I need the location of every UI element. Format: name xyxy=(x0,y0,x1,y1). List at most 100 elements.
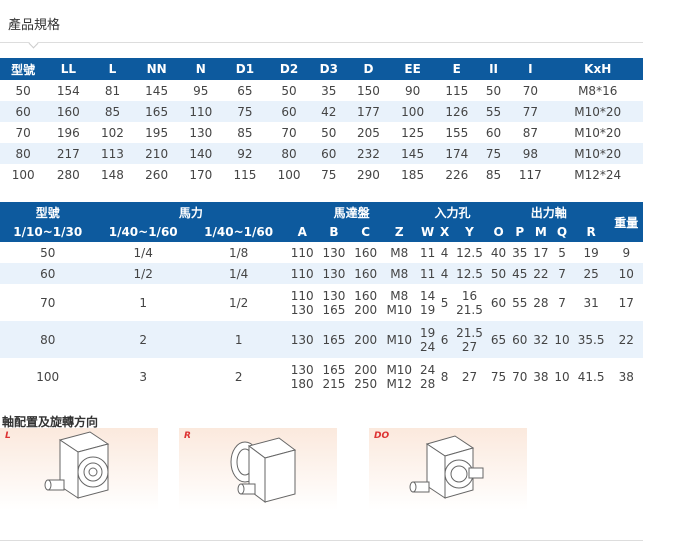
table1-header: I xyxy=(508,58,553,80)
table-cell: 50 xyxy=(485,83,502,98)
table-cell: M10 xyxy=(381,321,417,358)
table1-header: D2 xyxy=(266,58,312,80)
table-cell: M8 xyxy=(381,263,417,284)
shaft-config-panel-l: L xyxy=(0,428,158,510)
table-cell: 1/2 xyxy=(95,263,191,284)
table-cell: 38 xyxy=(618,369,634,384)
table2-subheader: C xyxy=(349,222,382,242)
table-cell: 115 xyxy=(233,167,257,182)
table-cell: M10*20 xyxy=(552,143,643,164)
table-cell: 1/8 xyxy=(228,245,249,260)
table-cell: 21.5 27 xyxy=(450,321,488,358)
table-cell: 55 xyxy=(478,101,509,122)
table-cell: 4 xyxy=(440,245,449,260)
table-cell: 160 xyxy=(354,245,378,260)
table-cell: 25 xyxy=(572,263,610,284)
table2-subheader: 1/10~1/30 xyxy=(0,222,96,242)
table-cell: 217 xyxy=(46,143,91,164)
table-cell: 100 xyxy=(390,101,435,122)
header-model: 型號 xyxy=(0,202,96,222)
table-cell: M8 M10 xyxy=(386,288,413,317)
table-cell: 7 xyxy=(558,295,566,310)
table-cell: 16 21.5 xyxy=(456,288,483,317)
table-cell: 90 xyxy=(404,83,421,98)
table-cell: 50 xyxy=(15,83,31,98)
table-cell: 290 xyxy=(357,167,380,182)
table-cell: 12.5 xyxy=(450,263,488,284)
table-cell: 35.5 xyxy=(572,321,610,358)
table-cell: 14 19 xyxy=(419,288,436,317)
table-cell: 150 xyxy=(357,83,380,98)
table-cell: 22 xyxy=(530,263,552,284)
table-cell: 155 xyxy=(445,125,469,140)
table-cell: 60 xyxy=(0,101,47,122)
table-cell: 75 xyxy=(478,143,509,164)
table-cell: 160 xyxy=(46,101,91,122)
table-cell: 6 xyxy=(438,321,451,358)
table-cell: 75 xyxy=(222,101,267,122)
table-cell: 2 xyxy=(95,321,191,358)
table-cell: 12.5 xyxy=(456,245,483,260)
table-cell: 38 xyxy=(533,369,549,384)
table-cell: 126 xyxy=(434,101,479,122)
table-cell: 174 xyxy=(434,143,479,164)
table-cell: 41.5 xyxy=(577,369,605,384)
table-cell: 125 xyxy=(401,125,425,140)
table-cell: 200 xyxy=(349,321,382,358)
table1-header: KxH xyxy=(552,58,643,80)
gearbox-do-icon xyxy=(409,435,484,499)
table-cell: 130 165 xyxy=(322,288,346,317)
table2-subheader: W xyxy=(417,222,439,242)
table-cell: 210 xyxy=(134,143,179,164)
header-output: 出力軸 xyxy=(487,202,610,222)
table-cell: 1/4 xyxy=(190,263,287,284)
page-title: 產品規格 xyxy=(8,18,61,33)
table1-header: LL xyxy=(46,58,91,80)
table-cell: 130 xyxy=(286,321,319,358)
table-row: 100 280 148 260 170 115 100 75 290 185 226 85 117 M12… xyxy=(0,164,643,185)
table-row: 70 196 102 195 130 85 70 50 205 125 155 60 87 M10*20 xyxy=(0,122,643,143)
table-cell: 100 xyxy=(11,167,35,182)
table-cell: 70 xyxy=(40,295,56,310)
table1-header: 型號 xyxy=(0,58,47,80)
table2-subheader: P xyxy=(509,222,531,242)
table-cell: 117 xyxy=(518,167,542,182)
table-cell: M8 xyxy=(390,245,409,260)
table-cell: 113 xyxy=(90,143,135,164)
table-cell: 148 xyxy=(101,167,124,182)
table-cell: 50 xyxy=(40,245,56,260)
table-cell: 1/2 xyxy=(228,295,249,310)
table-cell: 28 xyxy=(533,295,549,310)
bottom-divider xyxy=(0,540,643,541)
table-cell: 55 xyxy=(512,295,528,310)
table-cell: 70 xyxy=(15,125,31,140)
table-cell: 165 xyxy=(134,101,179,122)
table-cell: 60 xyxy=(0,263,96,284)
table-cell: 70 xyxy=(512,369,528,384)
table-cell: 115 xyxy=(445,83,469,98)
table-cell: 10 xyxy=(554,369,570,384)
table-cell: 11 xyxy=(417,263,439,284)
table-cell: 130 xyxy=(189,125,213,140)
table-cell: 10 xyxy=(551,321,573,358)
table-cell: 154 xyxy=(56,83,80,98)
table-cell: 27 xyxy=(461,369,478,384)
table-cell: 110 xyxy=(286,263,319,284)
table2-subheader: A xyxy=(286,222,319,242)
table-cell: 100 xyxy=(277,167,301,182)
table-cell: 9 xyxy=(622,245,631,260)
table-cell: 226 xyxy=(445,167,469,182)
table-cell: 42 xyxy=(311,101,347,122)
table-row: 60 1/2 1/4 110 130 160 M8 11 4 12.5 50 45 22 7 25 10 xyxy=(0,263,643,284)
table-cell: 81 xyxy=(104,83,121,98)
table1-header: D3 xyxy=(311,58,347,80)
table-cell: 1/4 xyxy=(133,245,153,260)
table-row: 70 1 1/2 110 130 130 165 160 200 M8 M10 14 19 5 1… xyxy=(0,284,643,321)
table-cell: 160 200 xyxy=(354,288,378,317)
table-cell: 19 xyxy=(583,245,599,260)
table-cell: M10 M12 xyxy=(386,362,413,391)
table-cell: 19 24 xyxy=(417,321,439,358)
table-cell: 35 xyxy=(321,83,337,98)
table-cell: 102 xyxy=(101,125,124,140)
table-cell: 130 xyxy=(318,263,350,284)
